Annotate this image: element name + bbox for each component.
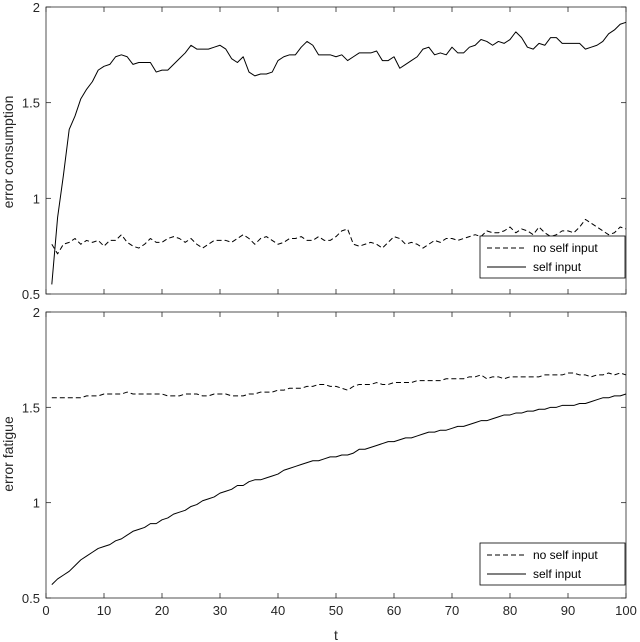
series-line-self-input (51, 393, 627, 586)
series-line-self-input (51, 21, 627, 285)
x-tick-label: 90 (561, 603, 575, 618)
x-tick-label: 40 (271, 603, 285, 618)
consumption-panel: error consumption 0.5 1 1.5 2 no self input… (0, 0, 627, 302)
x-tick-label: 60 (387, 603, 401, 618)
legend-label-self-input: self input (533, 260, 582, 274)
series-line-no-self-input (51, 218, 627, 255)
x-tick-label: 80 (503, 603, 517, 618)
legend-label-self-input: self input (533, 567, 582, 581)
x-tick-label: 20 (155, 603, 169, 618)
fatigue-panel: error fatigue t 0.511.520 10 20 30 40 50 60 70 8… (0, 305, 637, 642)
y-tick-label: 0.5 (22, 287, 40, 302)
legend-box (479, 542, 626, 586)
xlabel-t: t (334, 627, 338, 642)
y-tick-label: 1 (33, 191, 40, 206)
y-tick-label: 2 (33, 305, 40, 320)
series-line-no-self-input (51, 372, 627, 399)
axes: 0.511.520 10 20 30 40 50 60 70 80 90 100 (22, 305, 637, 618)
x-tick-label: 10 (97, 603, 111, 618)
legend-box (479, 235, 626, 279)
x-tick-label: 70 (445, 603, 459, 618)
x-tick-label: 30 (213, 603, 227, 618)
y-tick-label: 0.5 (22, 591, 40, 606)
consumption-legend: no self input self input (479, 235, 626, 279)
x-tick-label: 0 (42, 603, 49, 618)
axes: 0.5 1 1.5 2 (22, 0, 627, 302)
y-tick-label: 2 (33, 0, 40, 15)
ylabel-fatigue: error fatigue (0, 416, 16, 492)
y-tick-label: 1.5 (22, 400, 40, 415)
y-tick-label: 1 (33, 496, 40, 511)
legend-label-no-self-input: no self input (533, 548, 598, 562)
x-tick-label: 100 (615, 603, 637, 618)
y-tick-label: 1.5 (22, 96, 40, 111)
legend-label-no-self-input: no self input (533, 241, 598, 255)
ylabel-consumption: error consumption (0, 96, 16, 209)
fatigue-legend: no self input self input (479, 542, 626, 586)
x-tick-label: 50 (329, 603, 343, 618)
